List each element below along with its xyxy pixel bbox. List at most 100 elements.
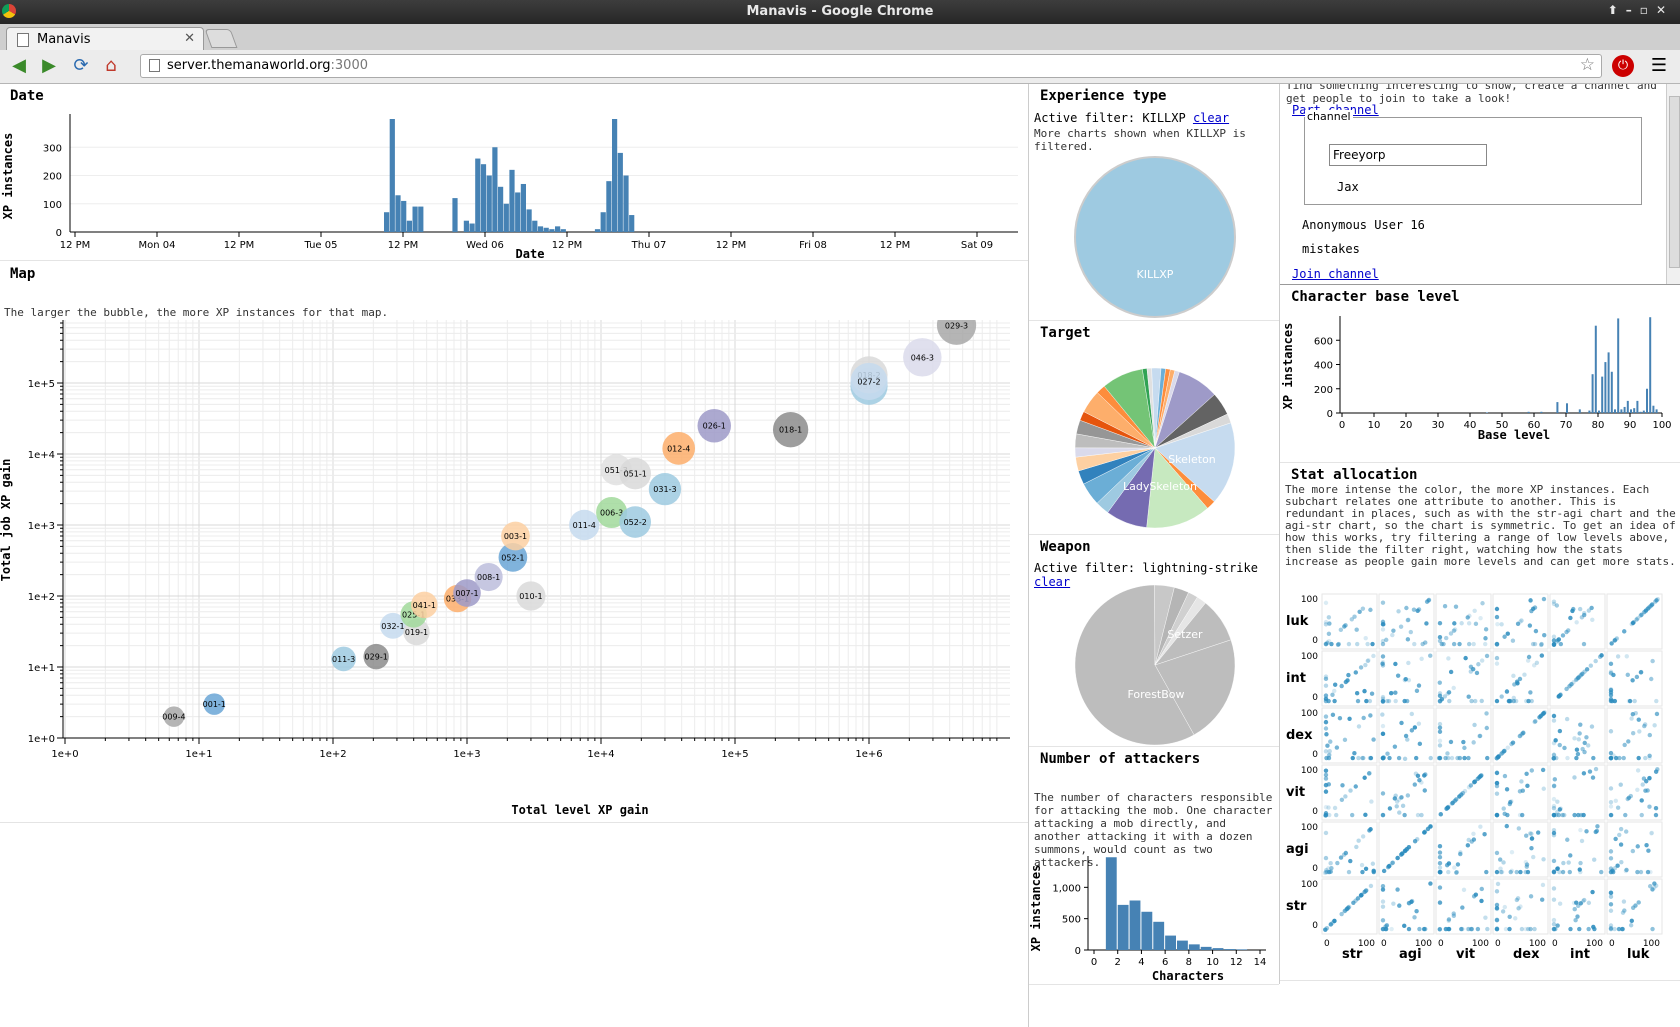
stat-dot bbox=[1519, 618, 1524, 623]
stat-dot bbox=[1453, 604, 1459, 609]
stat-dot bbox=[1471, 740, 1476, 745]
channel-name-input[interactable] bbox=[1329, 144, 1487, 166]
stat-dot bbox=[1636, 717, 1641, 722]
stat-dot bbox=[1636, 900, 1641, 905]
channel-scrollbar[interactable] bbox=[1666, 84, 1680, 284]
stat-dot bbox=[1522, 672, 1527, 677]
stat-panel-title: Stat allocation bbox=[1291, 467, 1418, 483]
stat-dot bbox=[1608, 923, 1614, 928]
stat-dot bbox=[1638, 669, 1644, 675]
map-chart[interactable]: 1e+0 1e+1 1e+2 1e+3 1e+4 1e+5 1e+6 1e+0 1e+1 1e+2… bbox=[0, 320, 1028, 820]
address-bar[interactable]: server.themanaworld.org:3000 ☆ bbox=[140, 54, 1602, 78]
exp-pie[interactable]: KILLXP bbox=[1070, 152, 1240, 322]
stat-dot bbox=[1404, 605, 1409, 611]
menu-icon[interactable]: ☰ bbox=[1650, 55, 1668, 76]
stat-dot bbox=[1471, 831, 1476, 837]
stat-dot bbox=[1557, 728, 1563, 734]
stat-dot bbox=[1609, 812, 1614, 818]
stat-dot bbox=[1409, 711, 1415, 717]
stat-dot bbox=[1323, 719, 1329, 725]
stat-dot bbox=[1437, 855, 1443, 860]
stat-subchart bbox=[1606, 878, 1663, 935]
stat-dot bbox=[1417, 777, 1422, 783]
stat-dot bbox=[1634, 617, 1639, 622]
stat-dot bbox=[1494, 791, 1500, 796]
stat-dot bbox=[1608, 890, 1614, 895]
stat-dot bbox=[1524, 698, 1529, 704]
date-chart[interactable]: 0 100 200 300 12 PM Mon 04 12 PM Tue 05 12 PM Wed… bbox=[0, 104, 1028, 260]
tab-manavis[interactable]: Manavis ✕ bbox=[6, 27, 204, 51]
stat-dot bbox=[1332, 682, 1338, 687]
stat-dot bbox=[1332, 805, 1338, 811]
back-arrow-icon[interactable]: ◀ bbox=[12, 55, 26, 76]
reload-icon[interactable]: ⟳ bbox=[73, 55, 89, 76]
attackers-chart[interactable]: 0 500 1,000 0 2 4 6 8 10 12 14 Characters XP instanc… bbox=[1030, 850, 1278, 984]
address-url[interactable]: server.themanaworld.org:3000 bbox=[167, 58, 368, 73]
stat-dot bbox=[1638, 869, 1644, 875]
stat-dot bbox=[1395, 887, 1400, 892]
stat-dot bbox=[1363, 888, 1368, 894]
stat-subchart bbox=[1492, 650, 1549, 707]
stat-dot bbox=[1644, 779, 1649, 784]
close-icon[interactable]: ✕ bbox=[1655, 3, 1674, 17]
stat-dot bbox=[1380, 696, 1386, 701]
date-bar bbox=[412, 206, 418, 232]
base-level-chart[interactable]: 0 200 400 600 0 10 20 30 40 50 60 70 80 90 100 Base lev… bbox=[1282, 306, 1678, 462]
exp-clear-link[interactable]: clear bbox=[1192, 111, 1230, 125]
stat-dot bbox=[1613, 836, 1618, 842]
level-bar bbox=[1594, 325, 1597, 413]
stat-dot bbox=[1484, 653, 1490, 659]
stat-dot bbox=[1327, 752, 1332, 757]
row-divider bbox=[1029, 746, 1279, 747]
home-icon[interactable]: ⌂ bbox=[105, 55, 117, 76]
stat-dot bbox=[1389, 926, 1394, 932]
stat-dot bbox=[1494, 869, 1500, 875]
stat-dot bbox=[1468, 926, 1474, 932]
stat-dot bbox=[1524, 862, 1530, 867]
map-bubble-label: 008-1 bbox=[477, 573, 500, 582]
stat-dot bbox=[1635, 869, 1640, 875]
stat-dot bbox=[1551, 832, 1557, 838]
minimize-icon[interactable]: – bbox=[1625, 3, 1640, 17]
weapon-clear-link[interactable]: clear bbox=[1034, 575, 1071, 589]
tab-close-icon[interactable]: ✕ bbox=[184, 31, 195, 46]
stat-dot bbox=[1505, 631, 1510, 636]
window-up-icon[interactable]: ⬆ bbox=[1607, 3, 1626, 17]
stat-dot bbox=[1638, 670, 1644, 675]
map-bubble bbox=[474, 562, 503, 592]
extension-icon[interactable]: ⏻ bbox=[1612, 55, 1634, 77]
stat-dot bbox=[1505, 745, 1511, 750]
stat-dot bbox=[1384, 923, 1390, 928]
stat-subchart bbox=[1321, 878, 1378, 935]
window-controls[interactable]: ⬆–▫✕ bbox=[1608, 3, 1674, 17]
stat-dot bbox=[1622, 908, 1627, 913]
stat-dot bbox=[1466, 641, 1472, 647]
stat-dot bbox=[1367, 698, 1373, 704]
stat-dot bbox=[1653, 769, 1659, 774]
stat-dot bbox=[1386, 698, 1392, 704]
date-bar bbox=[623, 175, 629, 232]
pie-slice bbox=[1154, 602, 1232, 666]
scrollbar-thumb[interactable] bbox=[1669, 96, 1680, 268]
join-channel-link[interactable]: Join channel bbox=[1292, 267, 1379, 281]
stat-dot bbox=[1393, 793, 1398, 798]
forward-arrow-icon[interactable]: ▶ bbox=[42, 55, 56, 76]
target-pie[interactable]: Skeleton LadySkeleton bbox=[1070, 363, 1240, 533]
stat-dot bbox=[1473, 892, 1479, 897]
stat-dot bbox=[1323, 855, 1329, 861]
x-tick-label: 1e+6 bbox=[855, 749, 882, 760]
stat-tick-label: 0 bbox=[1495, 939, 1501, 949]
maximize-icon[interactable]: ▫ bbox=[1639, 3, 1656, 17]
weapon-pie[interactable]: Setzer ForestBow bbox=[1070, 580, 1240, 750]
new-tab-button[interactable] bbox=[204, 29, 238, 48]
stat-dot bbox=[1327, 812, 1332, 818]
stat-dot bbox=[1608, 671, 1614, 676]
stat-dot bbox=[1416, 683, 1422, 688]
stat-dot bbox=[1646, 605, 1652, 610]
stat-dot bbox=[1390, 632, 1395, 638]
stat-dot bbox=[1613, 636, 1619, 642]
bookmark-star-icon[interactable]: ☆ bbox=[1579, 55, 1595, 75]
stat-matrix[interactable]: luk1000int1000dex1000vit1000agi1000str10… bbox=[1282, 584, 1678, 980]
stat-dot bbox=[1572, 775, 1577, 780]
stat-dot bbox=[1387, 755, 1392, 761]
